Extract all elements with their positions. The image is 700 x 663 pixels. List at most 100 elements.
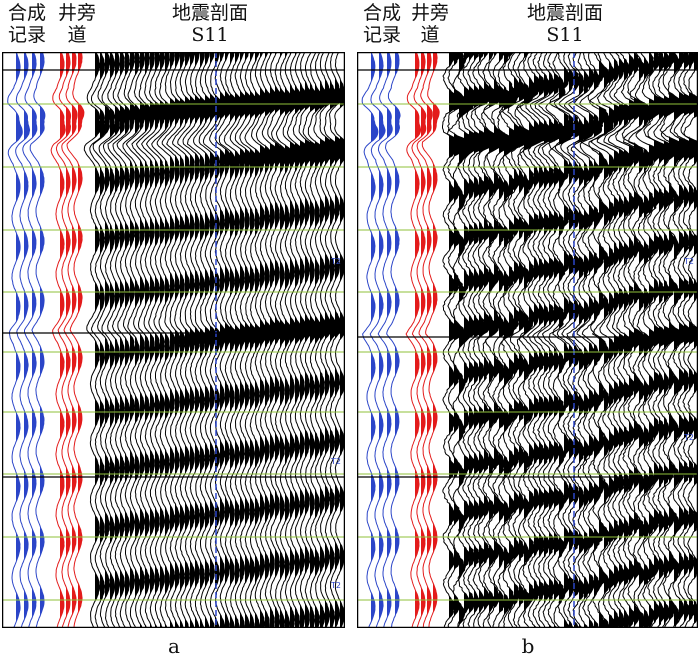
section-trace-fill <box>245 52 257 628</box>
section-trace-fill <box>110 52 116 628</box>
well-side-trace-fill <box>421 52 426 628</box>
well-side-trace-fill <box>78 52 84 628</box>
horizon-label: T2 <box>683 257 694 266</box>
section-trace-wiggle <box>501 52 528 628</box>
section-trace-fill <box>255 52 267 628</box>
horizon-label: T2 <box>330 257 341 266</box>
section-trace-fill <box>614 52 623 628</box>
section-trace-wiggle <box>588 52 612 628</box>
section-trace-wiggle <box>538 52 566 628</box>
section-trace-fill <box>599 52 608 628</box>
section-trace-wiggle <box>545 52 572 628</box>
section-trace-fill <box>340 52 345 628</box>
section-trace-fill <box>589 52 597 628</box>
well-side-trace-fill <box>72 52 78 628</box>
seismic-panel-b: T2 T2 <box>357 52 698 628</box>
well-side-trace-fill <box>66 52 71 628</box>
section-trace-fill <box>240 52 252 628</box>
section-trace-fill <box>459 52 473 628</box>
section-trace-fill <box>115 52 121 628</box>
synthetic-trace-fill <box>379 52 386 628</box>
caption-a: a <box>168 634 180 658</box>
section-trace-fill <box>170 52 179 628</box>
seismic-panel-a: T2 T2 T2 <box>2 52 345 628</box>
section-trace-fill <box>290 52 300 628</box>
section-trace-fill <box>669 52 684 628</box>
section-trace-fill <box>275 52 285 628</box>
trace-separator <box>86 52 92 628</box>
section-trace-wiggle <box>483 52 510 628</box>
section-trace-fill <box>604 52 612 628</box>
panel-frame <box>357 52 698 628</box>
section-trace-fill <box>679 52 694 628</box>
section-trace-fill <box>265 52 277 628</box>
synthetic-trace-wiggle <box>369 52 386 628</box>
section-trace-fill <box>609 52 617 628</box>
synthetic-trace-fill <box>387 52 393 628</box>
section-trace-fill <box>130 52 138 628</box>
section-trace-fill <box>95 52 101 628</box>
synthetic-trace-fill <box>16 52 23 628</box>
trace-separator <box>441 52 447 628</box>
section-trace-fill <box>285 52 297 628</box>
section-trace-fill <box>145 52 152 628</box>
section-trace-fill <box>639 52 649 628</box>
synthetic-trace-fill <box>395 52 401 628</box>
section-trace-wiggle <box>516 52 543 628</box>
section-trace-wiggle <box>683 52 698 628</box>
section-trace-fill <box>320 52 330 628</box>
section-trace-fill <box>689 52 698 628</box>
section-trace-fill <box>180 52 189 628</box>
seismic-section <box>83 52 345 628</box>
section-trace-fill <box>100 52 106 628</box>
section-trace-fill <box>330 52 341 628</box>
well-side-trace-fill <box>60 52 66 628</box>
synthetic-trace-fill <box>32 52 37 628</box>
well-side-trace-fill <box>433 52 440 628</box>
section-trace-wiggle <box>534 52 560 628</box>
section-trace-wiggle <box>525 52 551 628</box>
synthetic-trace-wiggle <box>7 52 23 628</box>
section-trace-fill <box>135 52 141 628</box>
synthetic-record-header-b: 合成 记录 <box>362 2 401 46</box>
synthetic-trace-wiggle <box>377 52 393 628</box>
section-trace-fill <box>644 52 654 628</box>
section-header-a: 地震剖面 S11 <box>171 2 248 46</box>
section-trace-fill <box>454 52 471 628</box>
section-trace-wiggle <box>507 52 535 628</box>
well-side-trace-fill <box>427 52 433 628</box>
caption-b: b <box>521 634 535 658</box>
section-trace-fill <box>200 52 210 628</box>
section-trace-wiggle <box>334 52 345 628</box>
synthetic-record-header-a: 合成 记录 <box>7 2 46 46</box>
section-trace-fill <box>155 52 163 628</box>
section-trace-fill <box>260 52 272 628</box>
section-trace-fill <box>250 52 262 628</box>
section-trace-fill <box>190 52 200 628</box>
section-trace-fill <box>564 52 571 628</box>
section-trace-wiggle <box>529 52 557 628</box>
synthetic-trace-fill <box>24 52 30 628</box>
synthetic-trace-wiggle <box>384 52 401 628</box>
panel-frame <box>2 52 345 628</box>
section-trace-wiggle <box>519 52 546 628</box>
section-trace-fill <box>315 52 325 628</box>
synthetic-trace-fill <box>371 52 378 628</box>
section-trace-wiggle <box>558 52 584 628</box>
section-trace-fill <box>305 52 315 628</box>
synthetic-trace-wiggle <box>361 52 379 628</box>
section-trace-fill <box>120 52 126 628</box>
section-trace-fill <box>449 52 465 628</box>
section-trace-wiggle <box>567 52 595 628</box>
section-trace-fill <box>295 52 306 628</box>
well-trace-header-a: 井旁 道 <box>57 2 96 46</box>
seismic-section <box>442 52 698 628</box>
section-trace-fill <box>270 52 281 628</box>
well-side-trace-wiggle <box>405 52 422 628</box>
well-side-trace-fill <box>415 52 421 628</box>
section-trace-fill <box>175 52 184 628</box>
section-header-b: 地震剖面 S11 <box>526 2 603 46</box>
horizon-label: T2 <box>330 581 341 590</box>
section-trace-fill <box>160 52 168 628</box>
section-trace-fill <box>225 52 237 628</box>
